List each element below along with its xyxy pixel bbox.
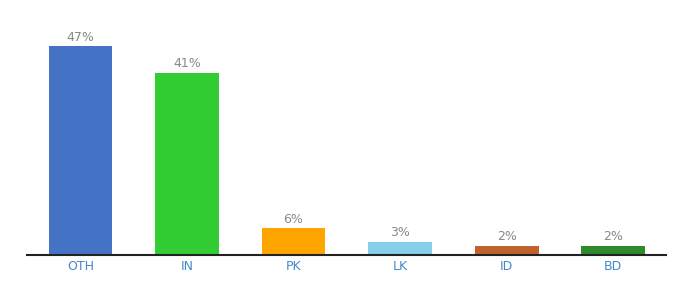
- Bar: [262, 228, 326, 255]
- Bar: [48, 46, 112, 255]
- Bar: [155, 73, 219, 255]
- Text: 41%: 41%: [173, 57, 201, 70]
- Text: 3%: 3%: [390, 226, 410, 239]
- Bar: [581, 246, 645, 255]
- Text: 2%: 2%: [496, 230, 517, 243]
- Text: 47%: 47%: [67, 31, 95, 44]
- Text: 2%: 2%: [603, 230, 623, 243]
- Bar: [368, 242, 432, 255]
- Text: 6%: 6%: [284, 213, 303, 226]
- Bar: [475, 246, 539, 255]
